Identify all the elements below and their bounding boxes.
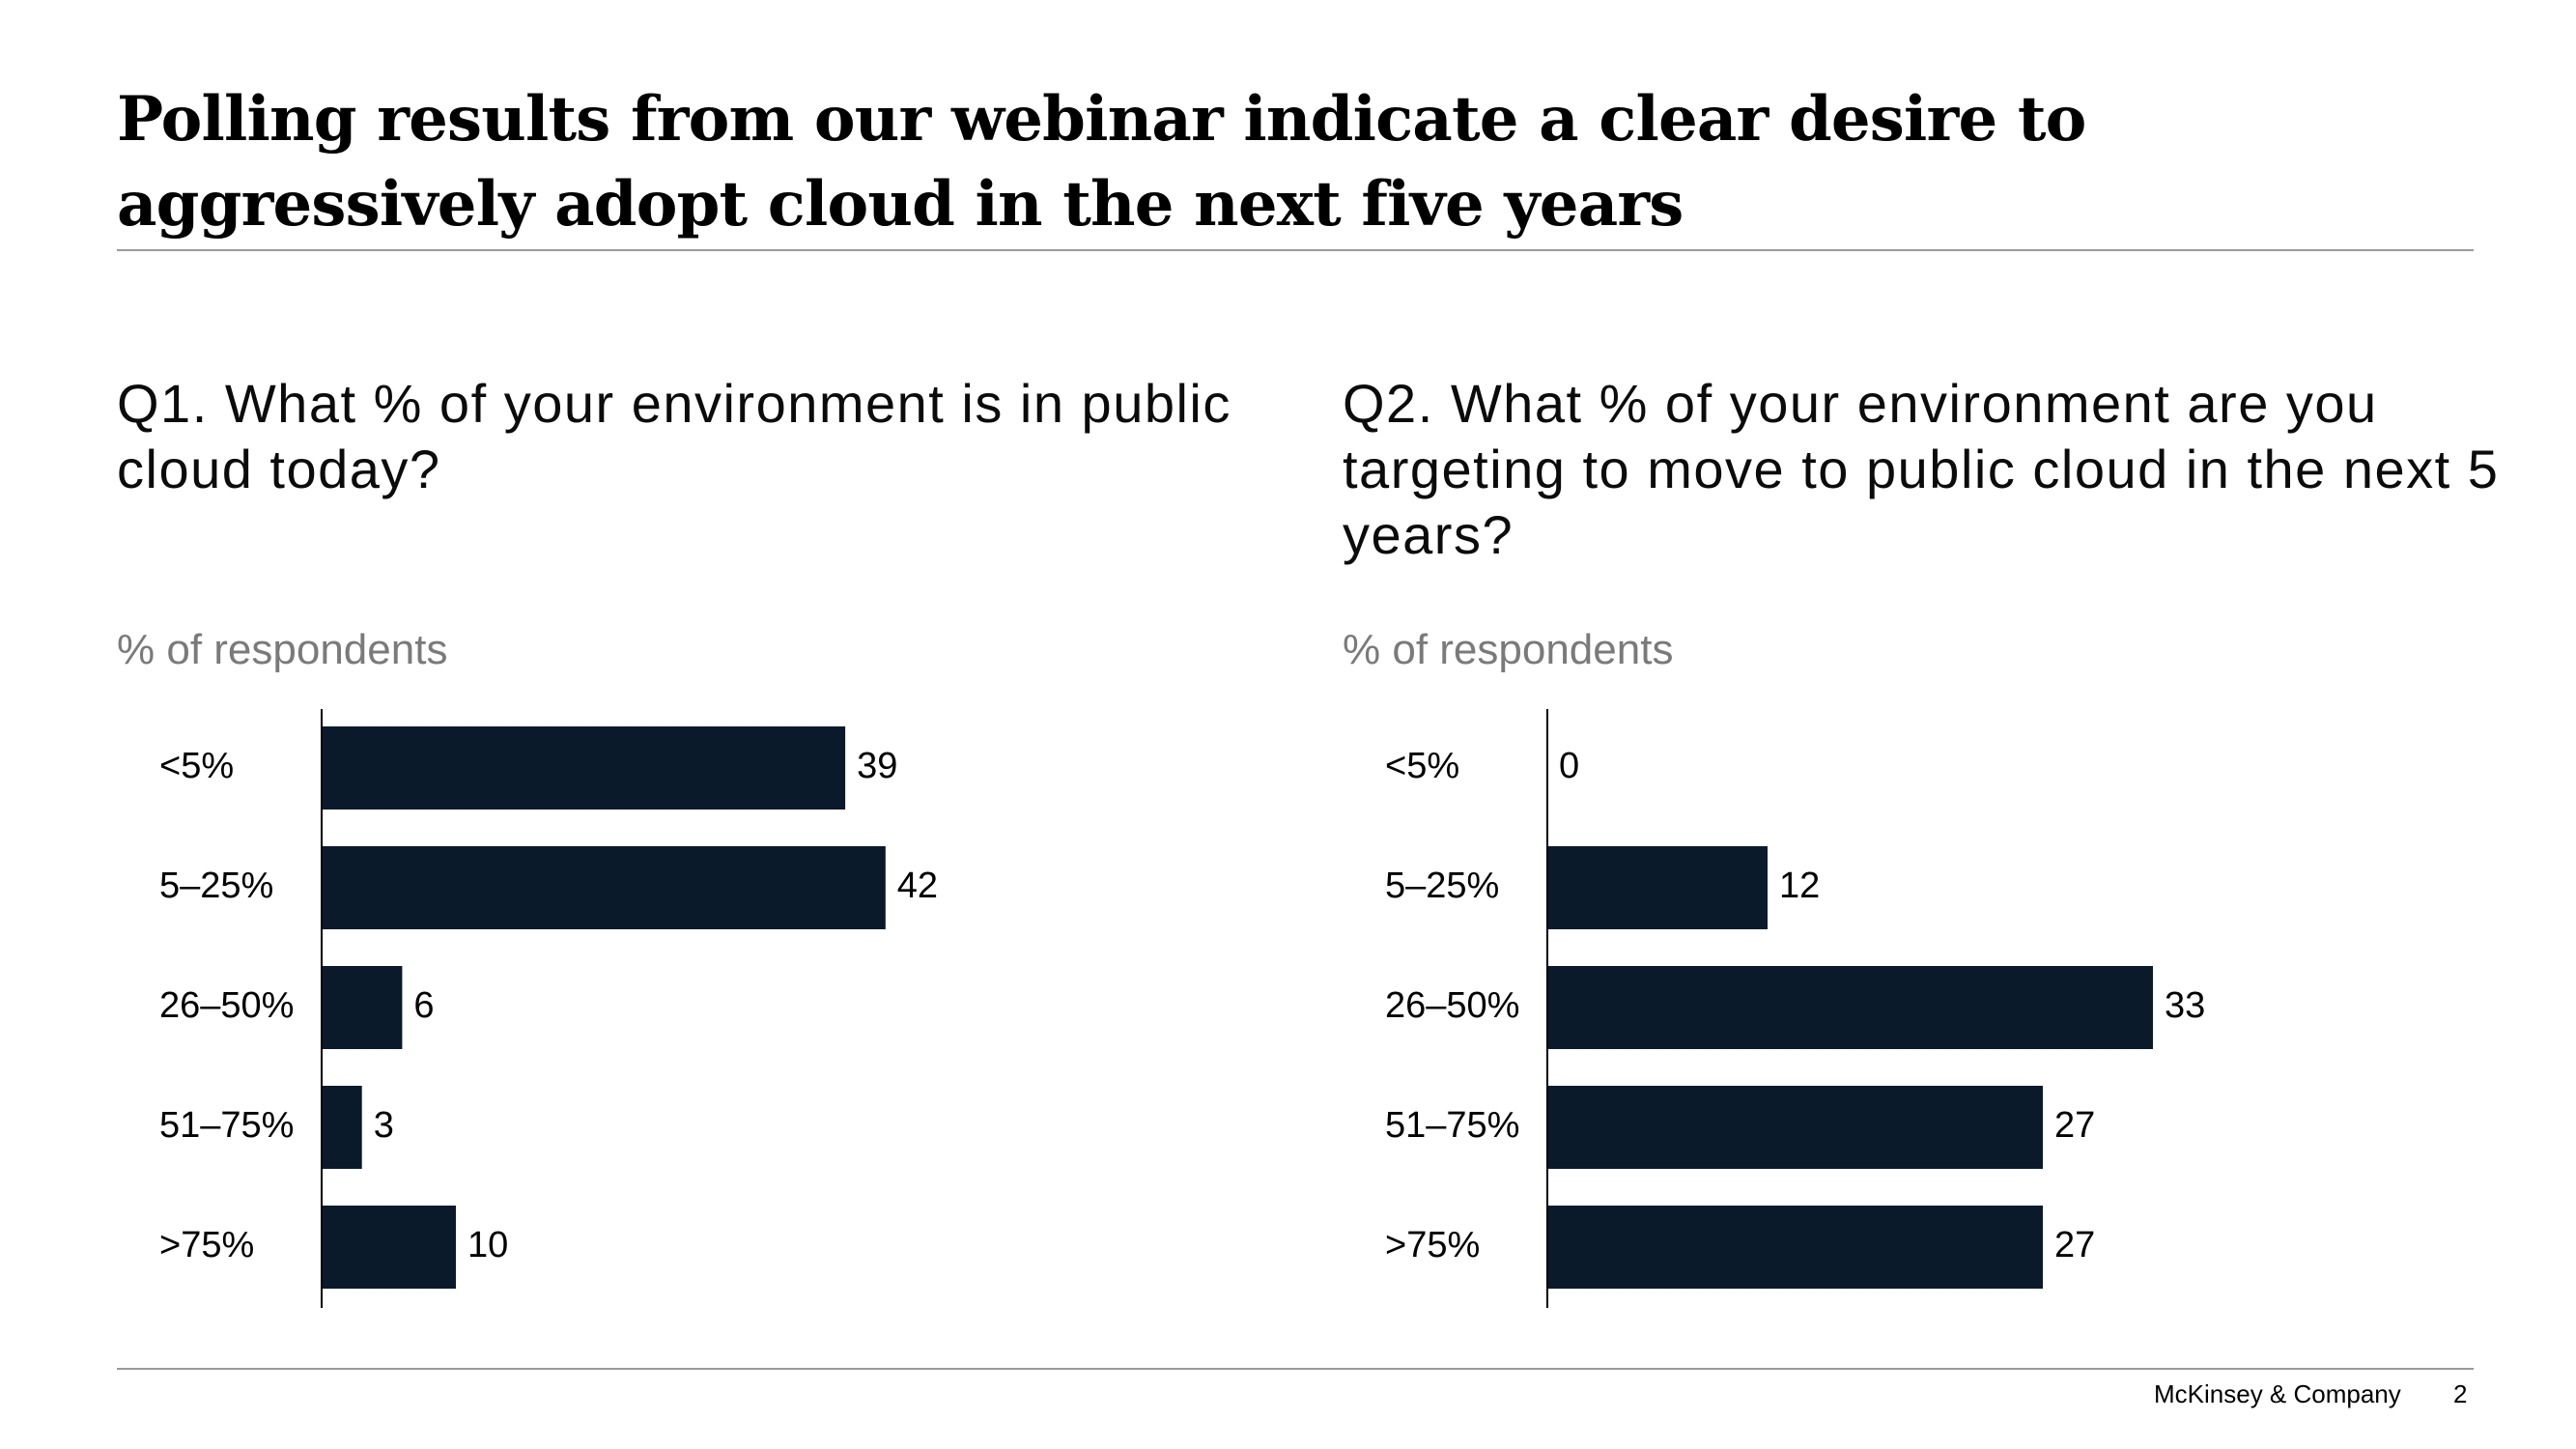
bar <box>322 1086 362 1169</box>
value-label: 39 <box>857 746 897 786</box>
chart-1: <5% 39 5–25% 42 26–50% 6 51–75% 3 >75% 10 <box>159 709 938 1308</box>
bar <box>1547 966 2153 1049</box>
chart-2: <5% 0 5–25% 12 26–50% 33 51–75% 27 >75% 27 <box>1385 709 2205 1308</box>
category-label: 51–75% <box>159 1105 294 1146</box>
value-label: 27 <box>2054 1105 2095 1146</box>
category-label: 5–25% <box>1385 866 1499 906</box>
footer-brand: McKinsey & Company <box>2154 1379 2401 1408</box>
category-label: <5% <box>1385 746 1459 786</box>
value-label: 12 <box>1779 866 1820 906</box>
chart-2-question: Q2. What % of your environment are you t… <box>1343 373 2500 565</box>
value-label: 33 <box>2165 985 2205 1026</box>
value-label: 10 <box>467 1225 508 1265</box>
page-number: 2 <box>2453 1379 2468 1408</box>
category-label: >75% <box>1385 1225 1480 1265</box>
footer-divider <box>117 1368 2474 1370</box>
value-label: 27 <box>2054 1225 2095 1265</box>
category-label: <5% <box>159 746 234 786</box>
category-label: >75% <box>159 1225 254 1265</box>
bar <box>322 966 403 1049</box>
value-label: 3 <box>374 1105 394 1146</box>
bar <box>322 1206 456 1289</box>
bar <box>1547 1086 2043 1169</box>
bar <box>1547 846 1768 929</box>
title-divider <box>117 249 2474 251</box>
category-label: 51–75% <box>1385 1105 1519 1146</box>
value-label: 0 <box>1559 746 1579 786</box>
category-label: 26–50% <box>1385 985 1519 1026</box>
chart-2-unit-label: % of respondents <box>1343 626 1674 673</box>
bar <box>1547 1206 2043 1289</box>
chart-1-unit-label: % of respondents <box>117 626 448 673</box>
value-label: 42 <box>897 866 938 906</box>
slide-title: Polling results from our webinar indicat… <box>117 83 2086 241</box>
chart-1-question: Q1. What % of your environment is in pub… <box>117 373 1231 499</box>
category-label: 5–25% <box>159 866 273 906</box>
value-label: 6 <box>413 985 434 1026</box>
category-label: 26–50% <box>159 985 294 1026</box>
bar <box>322 846 886 929</box>
bar <box>322 726 846 810</box>
